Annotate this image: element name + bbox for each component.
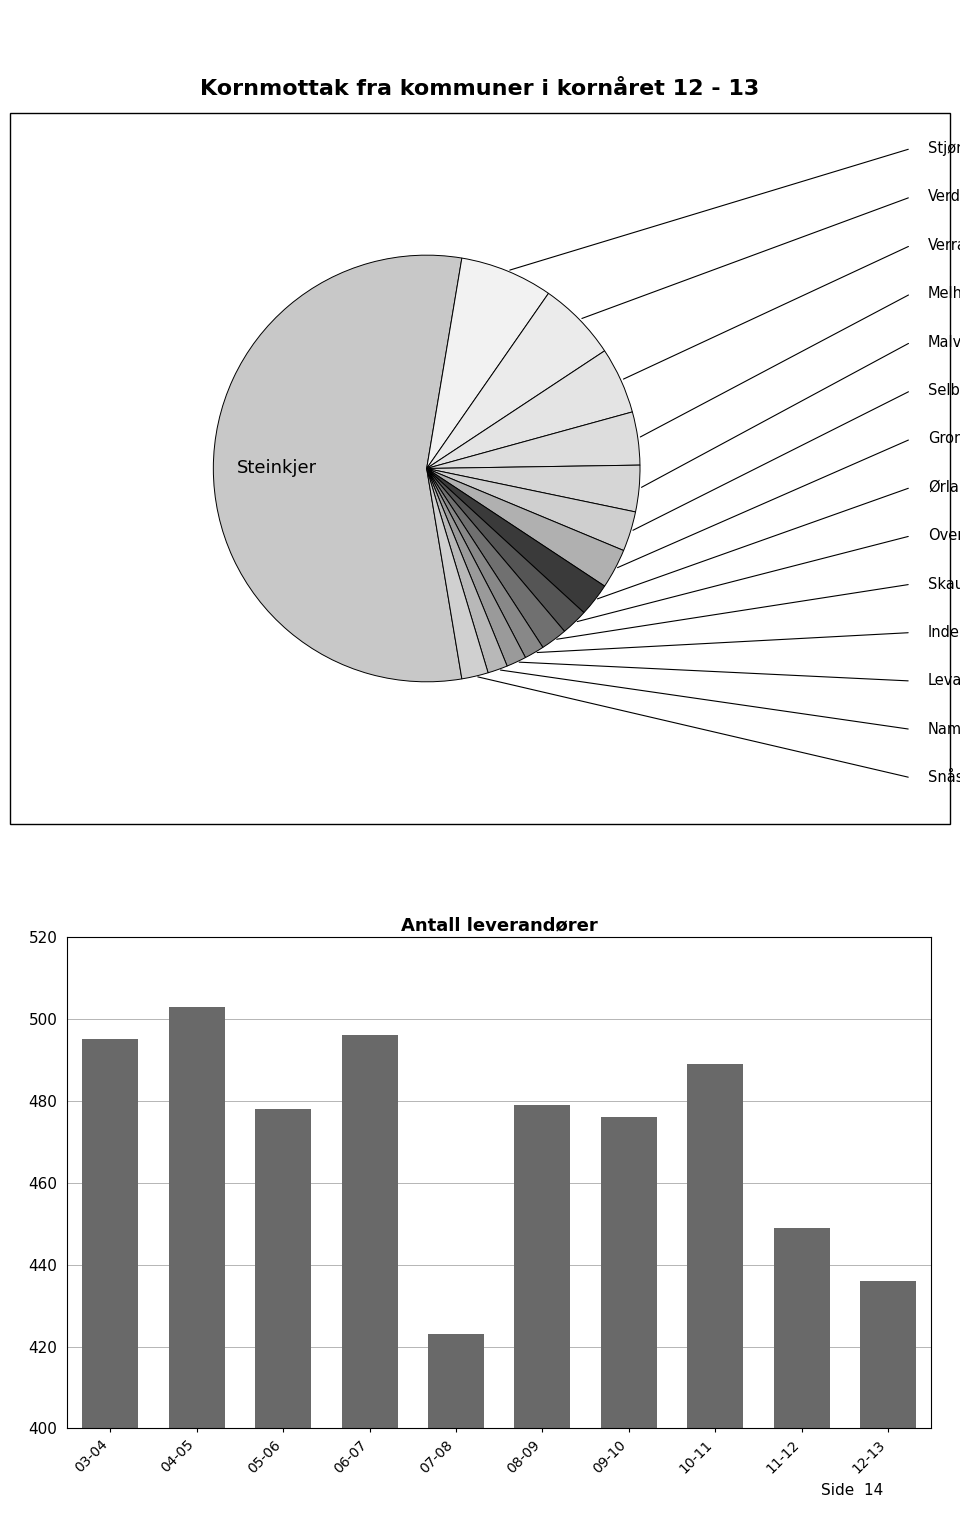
Text: Ørland: Ørland	[928, 479, 960, 495]
Text: Verran: Verran	[928, 238, 960, 253]
Wedge shape	[426, 468, 584, 631]
Bar	[255, 1109, 311, 1536]
Bar	[83, 1040, 138, 1536]
Title: Antall leverandører: Antall leverandører	[401, 915, 597, 934]
Bar	[515, 1104, 570, 1536]
Text: Side  14: Side 14	[821, 1482, 883, 1498]
Text: Malvik: Malvik	[928, 335, 960, 350]
Wedge shape	[426, 468, 636, 550]
Wedge shape	[426, 293, 605, 468]
Text: Verdal: Verdal	[928, 189, 960, 204]
Wedge shape	[426, 468, 605, 613]
Text: Selbu: Selbu	[928, 382, 960, 398]
Wedge shape	[426, 468, 564, 647]
Wedge shape	[426, 468, 525, 667]
Bar	[860, 1281, 916, 1536]
Text: Grong: Grong	[928, 432, 960, 447]
Wedge shape	[426, 468, 543, 657]
Wedge shape	[426, 258, 548, 468]
Text: Overhalla: Overhalla	[928, 528, 960, 544]
Bar	[601, 1117, 657, 1536]
Wedge shape	[426, 412, 640, 468]
Text: Stjørdal: Stjørdal	[928, 141, 960, 157]
Wedge shape	[426, 468, 624, 587]
Bar	[774, 1227, 829, 1536]
Text: Namdalseid: Namdalseid	[928, 722, 960, 737]
Text: Levanger: Levanger	[928, 673, 960, 688]
Wedge shape	[426, 468, 507, 673]
Wedge shape	[213, 255, 462, 682]
Bar	[428, 1335, 484, 1536]
Text: Inderøy: Inderøy	[928, 625, 960, 641]
Bar	[169, 1006, 225, 1536]
Text: Skaun: Skaun	[928, 576, 960, 591]
Text: Snåsa: Snåsa	[928, 771, 960, 785]
Text: Melhus: Melhus	[928, 286, 960, 301]
Bar	[687, 1064, 743, 1536]
Bar	[342, 1035, 397, 1536]
Title: Kornmottak fra kommuner i kornåret 12 - 13: Kornmottak fra kommuner i kornåret 12 - …	[201, 78, 759, 98]
Text: Steinkjer: Steinkjer	[237, 459, 318, 478]
Wedge shape	[426, 468, 488, 679]
Wedge shape	[426, 465, 640, 511]
Wedge shape	[426, 350, 633, 468]
